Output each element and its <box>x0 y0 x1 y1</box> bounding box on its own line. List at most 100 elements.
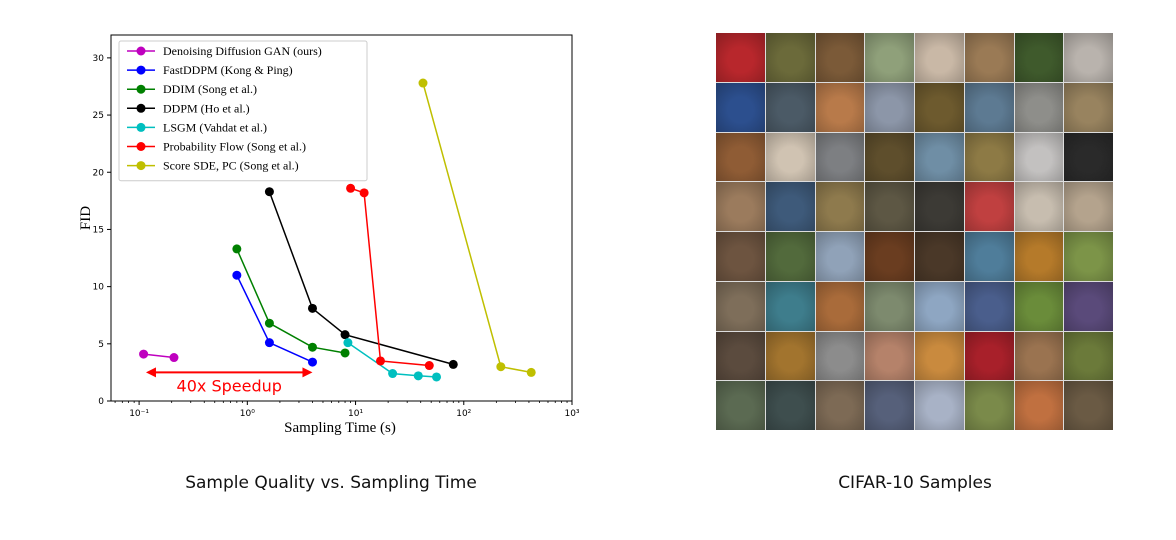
sample-image <box>716 132 765 182</box>
series-line <box>143 353 175 359</box>
legend-swatch-marker <box>136 161 146 171</box>
y-tick-label: 30 <box>93 54 105 64</box>
sample-image <box>1014 281 1064 331</box>
sample-image <box>915 132 964 182</box>
x-axis-label: Sampling Time (s) <box>284 420 396 436</box>
sample-image <box>815 82 865 132</box>
legend-swatch-marker <box>136 65 146 75</box>
sample-image <box>716 331 765 381</box>
sample-image <box>1064 281 1113 331</box>
data-point <box>424 361 434 371</box>
sample-image <box>1014 82 1064 132</box>
series-line <box>236 248 346 354</box>
sample-image <box>765 281 815 331</box>
sample-image <box>915 281 964 331</box>
sample-image <box>865 182 914 231</box>
sample-image <box>815 33 865 82</box>
sample-image <box>964 132 1014 182</box>
sample-image <box>716 182 765 231</box>
sample-image <box>815 381 865 430</box>
sample-image <box>716 82 765 132</box>
data-point <box>375 356 385 366</box>
data-point <box>432 372 442 382</box>
x-tick-label: 10⁰ <box>240 409 255 419</box>
sample-image <box>964 82 1014 132</box>
sample-image <box>964 182 1014 231</box>
series-line <box>236 274 313 363</box>
sample-image <box>716 33 765 82</box>
speedup-annotation: 40x Speedup <box>177 376 282 395</box>
sample-image <box>765 182 815 231</box>
chart-caption: Sample Quality vs. Sampling Time <box>185 473 477 493</box>
data-point <box>264 318 274 328</box>
sample-image <box>815 132 865 182</box>
sample-image <box>1014 381 1064 430</box>
sample-image <box>865 232 914 281</box>
legend-entry: Denoising Diffusion GAN (ours) <box>163 44 322 58</box>
legend-entry: Score SDE, PC (Song et al.) <box>163 159 299 173</box>
x-tick-label: 10⁻¹ <box>129 409 149 419</box>
sample-image <box>1064 381 1113 430</box>
sample-image <box>765 381 815 430</box>
sample-image <box>1014 182 1064 231</box>
sample-image <box>1064 33 1113 82</box>
data-point <box>340 348 350 358</box>
sample-image <box>865 381 914 430</box>
sample-image <box>915 182 964 231</box>
sample-image <box>815 232 865 281</box>
sample-image <box>964 232 1014 281</box>
legend: Denoising Diffusion GAN (ours) FastDDPM (… <box>118 40 368 182</box>
sample-image <box>865 281 914 331</box>
data-point <box>264 338 274 348</box>
legend-swatch-marker <box>136 103 146 113</box>
data-point <box>340 330 350 340</box>
sample-image <box>765 331 815 381</box>
x-tick-label: 10¹ <box>348 409 363 419</box>
sample-image <box>915 232 964 281</box>
data-point <box>496 362 506 372</box>
y-tick-label: 10 <box>93 283 105 293</box>
sample-image <box>1014 331 1064 381</box>
sample-image <box>765 232 815 281</box>
plot-group: 0 5 10 15 20 25 30 10⁻¹ 10⁰ 10¹ 10² 10³ 40x Speedup <box>93 34 580 419</box>
sample-image <box>1014 132 1064 182</box>
speedup-arrow-head-left <box>145 367 156 378</box>
legend-entry: DDIM (Song et al.) <box>163 82 257 96</box>
sample-image <box>716 281 765 331</box>
sample-image <box>915 381 964 430</box>
sample-image <box>815 281 865 331</box>
data-point <box>413 371 423 381</box>
sample-image <box>765 132 815 182</box>
sample-image <box>915 331 964 381</box>
plot-frame <box>110 34 573 402</box>
y-tick-label: 0 <box>98 397 104 407</box>
sample-image <box>1014 33 1064 82</box>
data-point <box>448 359 458 369</box>
data-point <box>307 342 317 352</box>
series-line <box>268 191 454 366</box>
series-line <box>347 342 437 378</box>
legend-box <box>118 40 368 182</box>
legend-swatch-marker <box>136 84 146 94</box>
data-point <box>232 244 242 254</box>
sample-image <box>1014 232 1064 281</box>
legend-swatch-marker <box>136 46 146 56</box>
sample-image <box>815 182 865 231</box>
series-line <box>350 187 430 367</box>
series-line <box>422 82 532 374</box>
speedup-arrow-head-right <box>302 367 313 378</box>
x-tick-label: 10³ <box>564 409 579 419</box>
sample-image <box>865 33 914 82</box>
data-point <box>346 183 356 193</box>
y-tick-label: 20 <box>93 168 105 178</box>
data-point <box>307 303 317 313</box>
sample-image <box>964 281 1014 331</box>
sample-image <box>1064 232 1113 281</box>
sample-image <box>865 132 914 182</box>
sample-image <box>765 33 815 82</box>
data-point <box>264 187 274 197</box>
sample-image <box>716 232 765 281</box>
sample-image <box>1064 182 1113 231</box>
y-tick-label: 25 <box>93 111 104 121</box>
